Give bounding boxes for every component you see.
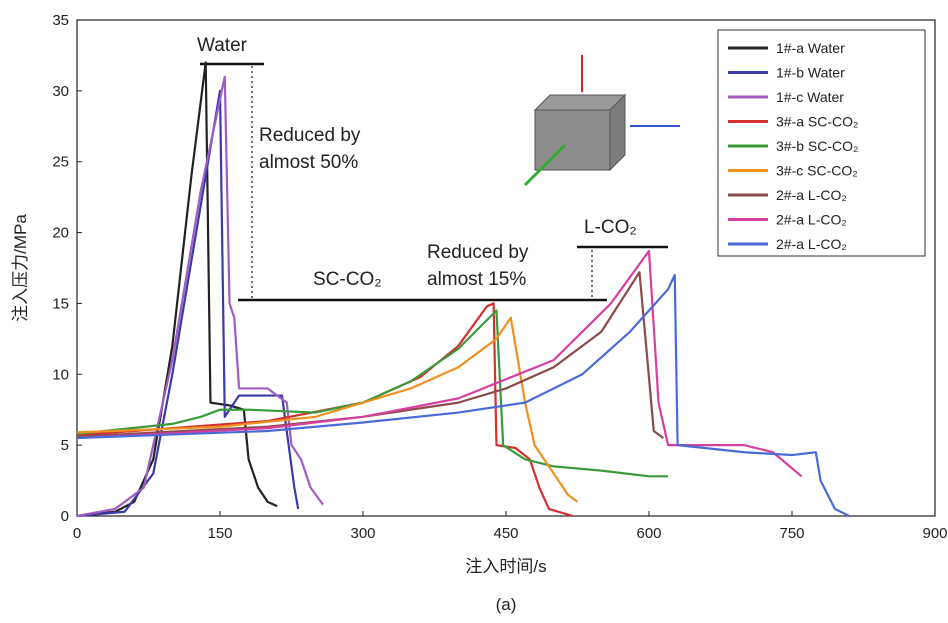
legend-label: 3#-c SC-CO₂ [776, 163, 858, 179]
series-line [76, 273, 850, 517]
x-tick-label: 450 [493, 525, 518, 542]
legend-label: 3#-b SC-CO₂ [776, 138, 858, 154]
series-line [76, 61, 278, 518]
y-axis-label: 注入压力/MPa [11, 214, 30, 322]
series-line [76, 316, 579, 503]
annotation: almost 15% [427, 269, 526, 290]
x-tick-label: 750 [779, 525, 804, 542]
x-tick-label: 900 [922, 525, 947, 542]
x-tick-label: 600 [636, 525, 661, 542]
y-tick-label: 0 [61, 508, 69, 525]
x-tick-label: 300 [350, 525, 375, 542]
series-line [76, 302, 574, 518]
x-tick-label: 0 [73, 525, 81, 542]
annotation: almost 50% [259, 152, 358, 173]
legend-label: 1#-b Water [776, 65, 845, 81]
legend-label: 2#-a L-CO₂ [776, 212, 847, 228]
y-tick-label: 10 [52, 366, 69, 383]
series-line [76, 249, 803, 478]
annotation-lines [200, 62, 668, 302]
series-line [76, 309, 669, 478]
annotation: Water [197, 35, 248, 56]
y-tick-label: 15 [52, 295, 69, 312]
series-line [76, 75, 324, 518]
y-tick-label: 30 [52, 83, 69, 100]
x-axis-label: 注入时间/s [465, 557, 546, 576]
annotation: L-CO₂ [584, 217, 637, 238]
legend-label: 1#-c Water [776, 89, 844, 105]
legend-label: 1#-a Water [776, 40, 845, 56]
legend-label: 2#-a L-CO₂ [776, 187, 847, 203]
y-tick-label: 5 [61, 437, 69, 454]
y-tick-label: 20 [52, 225, 69, 242]
series-line [76, 89, 300, 518]
annotation: Reduced by [259, 125, 361, 146]
y-tick-label: 25 [52, 154, 69, 171]
y-tick-label: 35 [52, 12, 69, 29]
annotation: SC-CO₂ [313, 269, 382, 290]
legend-label: 2#-a L-CO₂ [776, 236, 847, 252]
annotation: Reduced by [427, 242, 529, 263]
x-tick-label: 150 [207, 525, 232, 542]
caption: (a) [496, 595, 517, 614]
legend-label: 3#-a SC-CO₂ [776, 114, 858, 130]
inset-cube [523, 55, 680, 187]
